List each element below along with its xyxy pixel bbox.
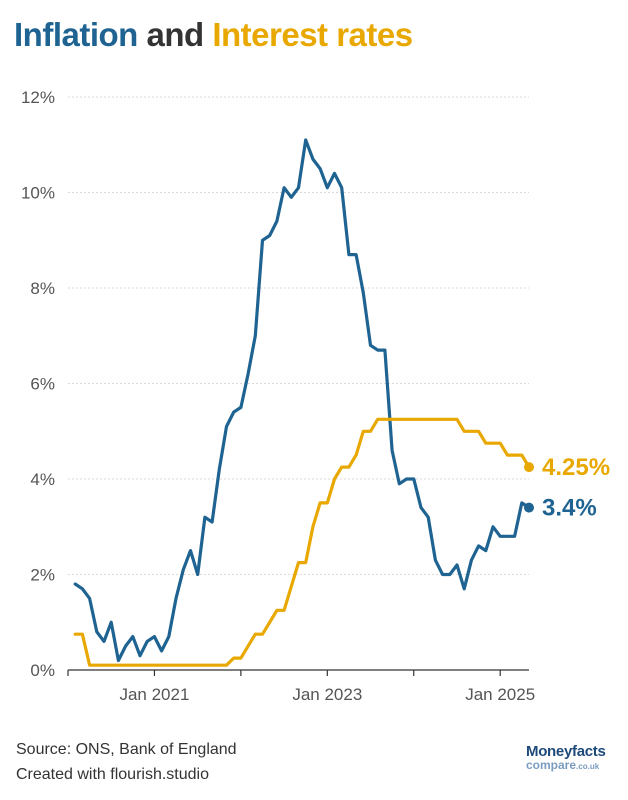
title-and: and: [137, 16, 213, 53]
series-end-label-1: 4.25%: [542, 454, 610, 481]
logo-line1: Moneyfacts: [526, 743, 606, 760]
series-end-point-1: [524, 462, 534, 473]
title-interest-rates: Interest rates: [212, 16, 413, 53]
logo-compare: compare: [526, 758, 577, 772]
chart-title: Inflation and Interest rates: [14, 16, 413, 54]
y-tick-label: 12%: [21, 88, 55, 107]
source-note: Source: ONS, Bank of England: [16, 741, 237, 758]
y-tick-label: 0%: [30, 661, 55, 680]
y-tick-label: 6%: [30, 375, 55, 394]
series-line-0: [73, 138, 531, 663]
logo-line2: compare.co.uk: [526, 759, 606, 773]
moneyfacts-logo[interactable]: Moneyfacts compare.co.uk: [526, 744, 606, 773]
x-tick-label: Jan 2025: [465, 685, 535, 704]
y-tick-label: 10%: [21, 184, 55, 203]
series-end-point-0: [524, 502, 534, 513]
logo-domain: .co.uk: [576, 762, 600, 771]
title-inflation: Inflation: [14, 16, 138, 53]
series-end-label-0: 3.4%: [542, 495, 597, 522]
x-tick-label: Jan 2021: [119, 685, 189, 704]
x-tick-label: Jan 2023: [292, 685, 362, 704]
y-tick-label: 2%: [30, 566, 55, 585]
chart-footer: Source: ONS, Bank of England Created wit…: [16, 737, 237, 787]
series-line-1: [73, 417, 531, 667]
y-tick-label: 8%: [30, 279, 55, 298]
credit-note: Created with flourish.studio: [16, 766, 209, 783]
y-tick-label: 4%: [30, 470, 55, 489]
line-chart: 0% 2% 4% 6% 8% 10% 12% Jan 2021 Jan 2023 Jan 2025…: [21, 88, 610, 704]
